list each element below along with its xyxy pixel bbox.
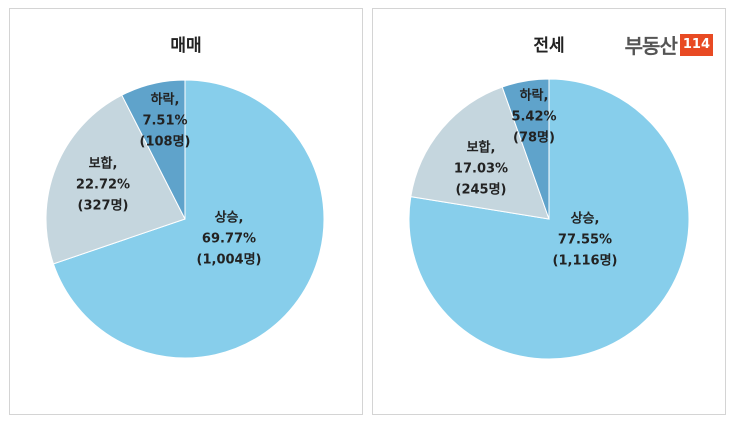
slice-name: 상승, (570, 211, 600, 227)
chart-title: 전세 (533, 36, 565, 56)
pie-slice-down (501, 78, 550, 220)
slice-count: (108명) (139, 134, 191, 150)
slice-label-down: 하락, 5.42% (78명) (511, 86, 556, 149)
slice-label-hold: 보합, 17.03% (245명) (454, 138, 508, 201)
slice-count: (1,004명) (196, 252, 262, 268)
logo-text: 부동산 (624, 34, 678, 58)
chart-panel-sale: 매매 상승, 69.77% (1,004명) 보합, 22.72% (327명)… (9, 8, 363, 415)
pie-chart-jeonse (408, 78, 690, 360)
slice-name: 상승, (214, 210, 244, 226)
slice-label-up: 상승, 69.77% (1,004명) (197, 208, 262, 271)
brand-logo: 부동산 114 (625, 30, 713, 59)
pie-chart-sale (45, 79, 325, 359)
slice-label-up: 상승, 77.55% (1,116명) (553, 209, 618, 272)
slice-percent: 22.72% (75, 177, 131, 193)
slice-percent: 17.03% (453, 161, 509, 177)
chart-panel-jeonse: 전세 부동산 114 상승, 77.55% (1,116명) 보합, 17.03… (372, 8, 726, 415)
slice-percent: 77.55% (557, 232, 613, 248)
slice-count: (78명) (513, 130, 555, 146)
logo-number: 114 (679, 33, 713, 56)
slice-count: (1,116명) (552, 253, 618, 269)
slice-name: 하락, (150, 92, 180, 108)
slice-percent: 5.42% (511, 109, 557, 125)
slice-count: (327명) (77, 198, 129, 214)
pie-slice-hold (45, 94, 186, 265)
slice-count: (245명) (455, 182, 507, 198)
pie-slice-up (52, 79, 325, 359)
chart-title: 매매 (170, 36, 202, 56)
slice-name: 보합, (466, 140, 496, 156)
pie-slice-down (121, 79, 186, 220)
pie-slice-hold (410, 86, 550, 220)
slice-percent: 69.77% (201, 231, 257, 247)
slice-label-down: 하락, 7.51% (108명) (140, 90, 191, 153)
slice-label-hold: 보합, 22.72% (327명) (76, 154, 130, 217)
slice-name: 보합, (88, 156, 118, 172)
slice-percent: 7.51% (142, 113, 188, 129)
slice-name: 하락, (519, 88, 549, 104)
